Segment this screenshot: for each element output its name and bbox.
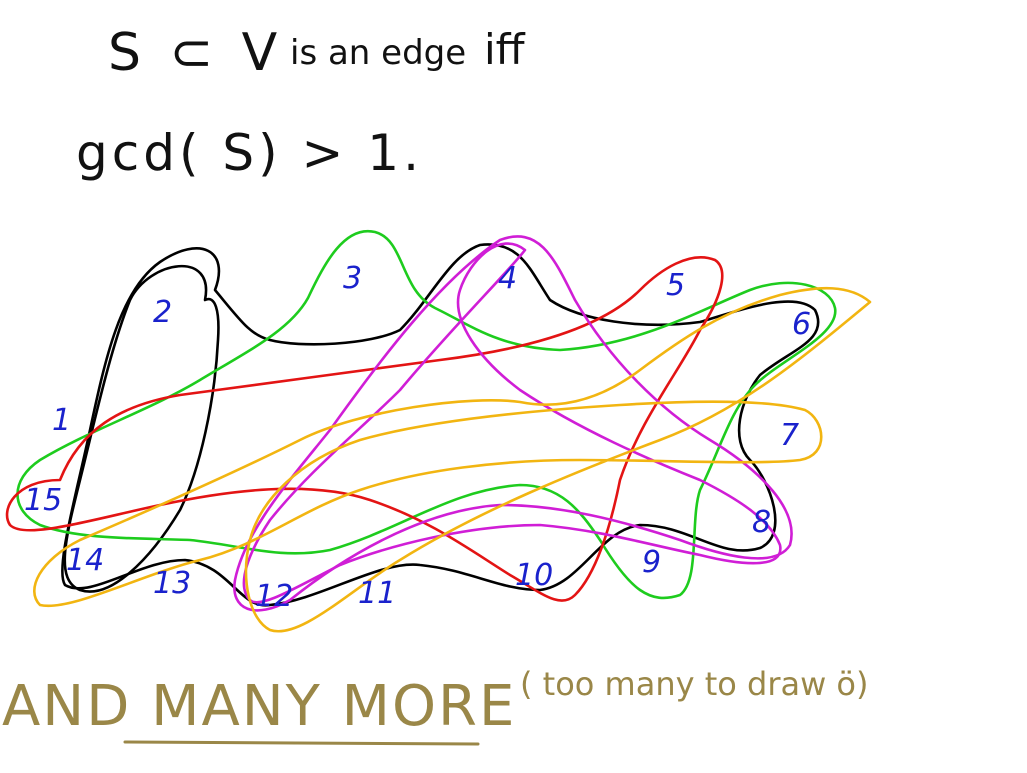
vertex-6: 6: [792, 307, 811, 342]
vertex-2: 2: [153, 295, 172, 330]
heading-set: S ⊂ V: [108, 23, 283, 83]
heading-iff: iff: [484, 25, 526, 74]
vertex-13: 13: [153, 566, 191, 601]
vertex-14: 14: [66, 543, 104, 578]
footer: AND MANY MORE ( too many to draw ö): [2, 665, 868, 746]
vertex-1: 1: [52, 403, 71, 438]
magenta-edge-loop-b: [233, 235, 793, 612]
green-edge: [16, 229, 837, 600]
heading-mid: is an edge: [290, 33, 466, 73]
vertex-5: 5: [666, 268, 685, 303]
footer-main: AND MANY MORE: [2, 674, 516, 739]
vertex-12: 12: [255, 579, 293, 614]
vertex-15: 15: [24, 483, 62, 518]
vertex-4: 4: [498, 261, 517, 296]
vertex-11: 11: [358, 576, 396, 611]
edges: [5, 229, 872, 633]
footer-paren: ( too many to draw ö): [520, 665, 868, 703]
footer-underline: [123, 740, 480, 746]
heading-condition: gcd( S) > 1.: [76, 124, 423, 182]
vertex-3: 3: [343, 261, 362, 296]
black-edge-outer: [61, 243, 820, 607]
magenta-edge-loop-a: [242, 242, 782, 604]
red-edge: [5, 256, 724, 602]
vertices: 1 2 3 4 5 6 7 8 9 10 11 12 13 14 15: [24, 261, 811, 614]
vertex-7: 7: [780, 418, 799, 453]
orange-edge: [33, 286, 872, 633]
vertex-9: 9: [642, 545, 661, 580]
vertex-10: 10: [515, 558, 553, 593]
vertex-8: 8: [752, 505, 771, 540]
heading: S ⊂ V is an edge iff gcd( S) > 1.: [76, 23, 526, 182]
